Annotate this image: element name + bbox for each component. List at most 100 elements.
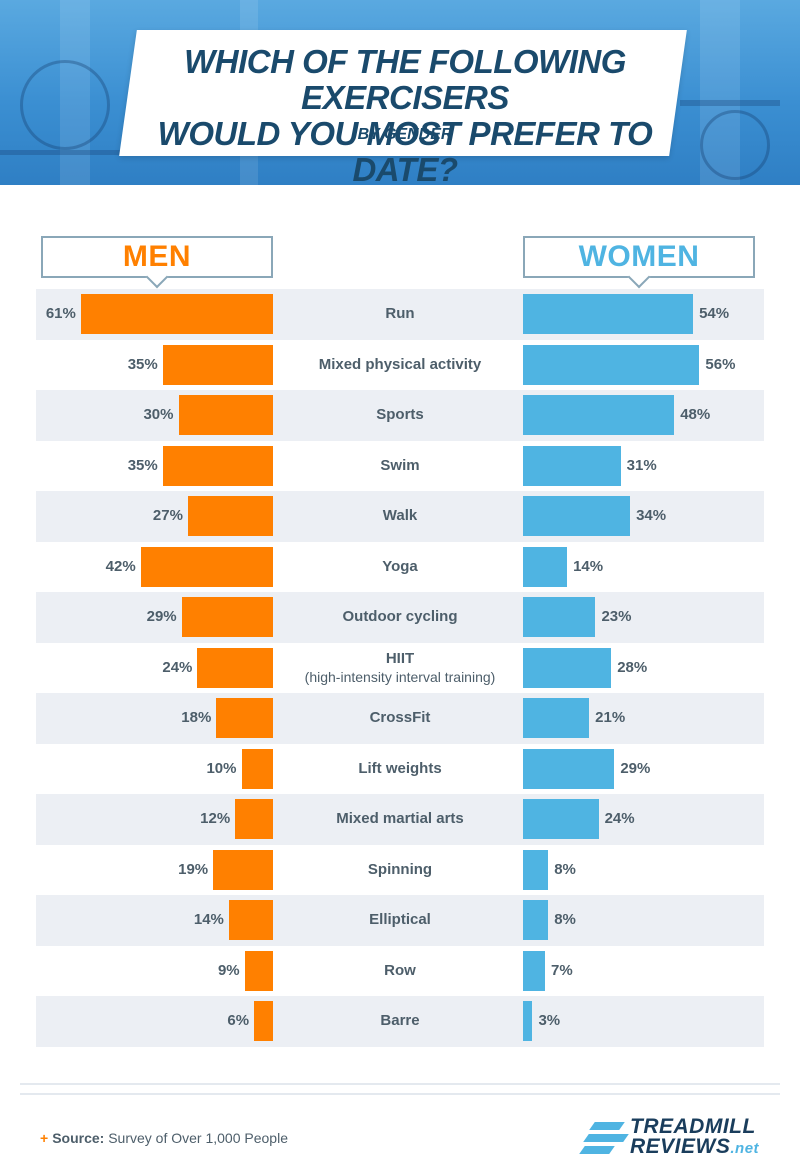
men-bar <box>80 294 273 334</box>
chart-row: 10% Lift weights 29% <box>36 744 764 795</box>
source-text: Survey of Over 1,000 People <box>108 1130 288 1146</box>
men-bar <box>254 1001 273 1041</box>
men-value-label: 9% <box>217 961 240 979</box>
women-bar <box>523 1001 533 1041</box>
women-bar <box>523 294 694 334</box>
chart-row: 30% Sports 48% <box>36 390 764 441</box>
category-name: Elliptical <box>369 911 431 929</box>
men-bar <box>235 799 273 839</box>
women-value-label: 34% <box>636 507 667 524</box>
category-name: Sports <box>376 406 424 424</box>
category-label: Row <box>266 946 534 997</box>
women-bar <box>523 496 631 536</box>
men-bar <box>213 849 273 890</box>
logo-suffix: .net <box>730 1140 760 1157</box>
women-bar <box>523 647 612 688</box>
title-line-2: WOULD YOU MOST PREFER TO DATE? <box>157 115 653 188</box>
footer-divider <box>20 1093 780 1095</box>
category-name: Swim <box>380 456 420 474</box>
men-bar <box>241 748 273 789</box>
chart-row: 42% Yoga 14% <box>36 542 764 593</box>
chart-row: 35% Swim 31% <box>36 441 764 492</box>
category-name: Outdoor cycling <box>342 608 458 626</box>
category-name: Mixed martial arts <box>336 810 464 828</box>
men-value-label: 42% <box>105 557 136 575</box>
logo-line-2: REVIEWS.net <box>630 1136 759 1160</box>
women-value-label: 23% <box>601 608 632 625</box>
category-name: Run <box>385 305 415 323</box>
women-bar <box>523 597 596 637</box>
category-label: Run <box>266 289 534 340</box>
men-value-label: 19% <box>178 860 209 878</box>
category-label: Lift weights <box>266 744 534 795</box>
chart-rows: 61% Run 54% 35% Mixed physical activity 56% 30… <box>36 289 764 1047</box>
chart-row: 35% Mixed physical activity 56% <box>36 340 764 391</box>
women-value-label: 3% <box>538 1012 561 1029</box>
women-value-label: 7% <box>551 961 573 979</box>
men-bar <box>244 950 273 991</box>
footer-divider <box>20 1083 780 1085</box>
men-value-label: 12% <box>200 810 231 827</box>
page-title: WHICH OF THE FOLLOWING EXERCISERS WOULD … <box>120 44 690 188</box>
men-bar <box>181 597 273 637</box>
category-name: HIIT <box>385 649 415 667</box>
women-value-label: 48% <box>680 406 711 423</box>
women-value-label: 14% <box>573 557 604 575</box>
logo-line-1: TREADMILL <box>630 1115 756 1138</box>
chart-row: 19% Spinning 8% <box>36 845 764 896</box>
logo-reviews: REVIEWS <box>630 1135 731 1158</box>
chart-row: 24% HIIT (high-intensity interval training… <box>36 643 764 694</box>
men-bar <box>162 445 273 486</box>
men-value-label: 61% <box>45 305 76 322</box>
women-value-label: 54% <box>699 305 730 322</box>
women-bar <box>523 344 700 385</box>
category-label: Outdoor cycling <box>266 592 534 643</box>
women-value-label: 21% <box>595 709 626 726</box>
women-bar <box>523 849 549 890</box>
men-value-label: 35% <box>127 456 158 474</box>
men-bar <box>187 496 273 536</box>
chart-row: 6% Barre 3% <box>36 996 764 1047</box>
men-bar <box>228 900 273 940</box>
women-bar <box>523 698 590 738</box>
women-bar <box>523 445 621 486</box>
chart-row: 27% Walk 34% <box>36 491 764 542</box>
category-name: Row <box>384 961 416 979</box>
men-value-label: 30% <box>143 406 174 423</box>
chart-row: 9% Row 7% <box>36 946 764 997</box>
women-value-label: 24% <box>604 810 635 827</box>
men-bar <box>197 647 273 688</box>
men-value-label: 35% <box>127 355 158 373</box>
women-bar <box>523 546 568 587</box>
men-value-label: 27% <box>152 507 183 524</box>
title-line-1: WHICH OF THE FOLLOWING EXERCISERS <box>184 43 626 116</box>
women-bar <box>523 748 615 789</box>
women-value-label: 31% <box>626 456 657 474</box>
category-label: Mixed martial arts <box>266 794 534 845</box>
page-subtitle: BY GENDER <box>357 126 453 143</box>
men-value-label: 14% <box>193 911 224 928</box>
men-value-label: 29% <box>146 608 177 625</box>
category-name: Lift weights <box>358 759 442 777</box>
women-value-label: 8% <box>554 860 576 878</box>
men-value-label: 10% <box>206 759 237 777</box>
women-bar <box>523 900 549 940</box>
men-bar <box>162 344 273 385</box>
men-value-label: 6% <box>227 1012 250 1029</box>
women-bar <box>523 395 675 435</box>
category-name: Mixed physical activity <box>318 355 482 373</box>
category-label: Walk <box>266 491 534 542</box>
men-bar <box>178 395 273 435</box>
women-bar <box>523 799 599 839</box>
category-label: CrossFit <box>266 693 534 744</box>
source-note: + Source: Survey of Over 1,000 People <box>40 1130 288 1146</box>
women-value-label: 56% <box>705 355 736 373</box>
chart-row: 12% Mixed martial arts 24% <box>36 794 764 845</box>
source-label: Source: <box>52 1130 105 1146</box>
category-label: Barre <box>266 996 534 1047</box>
category-name: Barre <box>380 1012 420 1030</box>
plus-icon: + <box>40 1130 49 1146</box>
men-value-label: 18% <box>181 709 212 726</box>
chart-row: 18% CrossFit 21% <box>36 693 764 744</box>
category-label: Elliptical <box>266 895 534 946</box>
